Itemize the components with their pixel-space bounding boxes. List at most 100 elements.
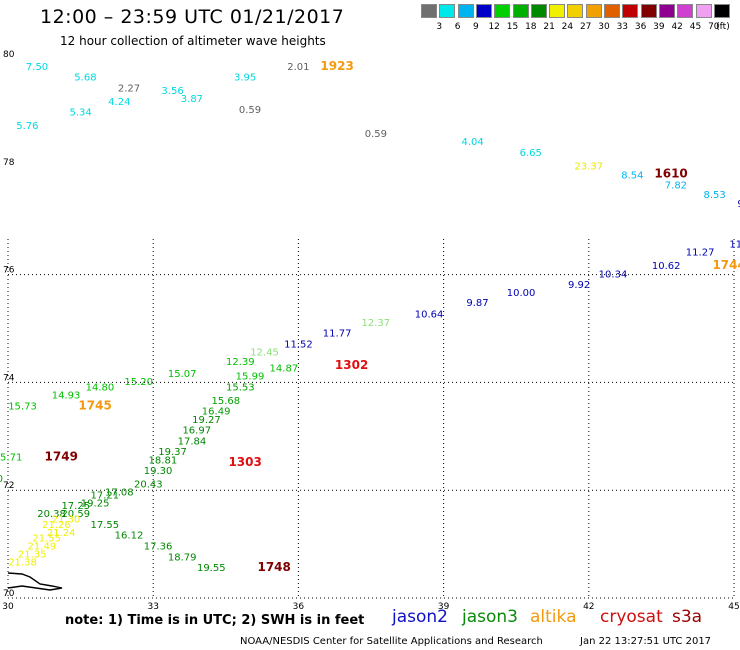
satellite-cryosat-label: cryosat [600, 607, 663, 627]
satellite-jason3-label: jason3 [462, 607, 518, 627]
wave-height-label: 10.00 [507, 288, 536, 299]
wave-height-label: 23.37 [574, 161, 603, 172]
lat-tick-label: 70 [3, 589, 15, 599]
wave-height-label: 19.30 [144, 466, 173, 477]
lon-tick-label: 39 [438, 602, 450, 612]
legend-label: 30 [598, 22, 610, 32]
wave-height-label: 10.62 [652, 261, 681, 272]
wave-height-label: 11.52 [284, 339, 313, 350]
wave-height-label: 19.27 [192, 415, 221, 426]
legend-swatch [567, 4, 584, 18]
wave-height-label: 8.53 [704, 190, 726, 201]
pass-time-label: 1744 [712, 258, 740, 272]
wave-height-label: 15.71 [0, 453, 22, 464]
wave-height-label: 20.43 [134, 480, 163, 491]
pass-time-label: 1745 [78, 398, 111, 412]
wave-height-label: 5.34 [69, 108, 91, 119]
pass-time-label: 1610 [654, 167, 687, 181]
wave-height-label: 18.79 [168, 552, 197, 563]
pass-time-label: 1749 [45, 450, 78, 464]
wave-height-label: 3.87 [181, 94, 203, 105]
legend-label: 39 [653, 22, 665, 32]
satellite-jason2-label: jason2 [392, 607, 448, 627]
legend-label: 42 [671, 22, 683, 32]
legend-swatch [475, 4, 492, 18]
legend-swatch [604, 4, 620, 18]
wave-height-label: 17.84 [178, 436, 207, 447]
wave-height-label: 19.25 [81, 498, 110, 509]
wave-height-label: 10.34 [599, 269, 628, 280]
legend-label: 21 [543, 22, 555, 32]
wave-height-label: 9.87 [466, 298, 488, 309]
wave-height-label: 17.25 [61, 501, 90, 512]
wave-height-label: 2.01 [287, 62, 309, 73]
wave-height-label: 14.80 [86, 382, 115, 393]
wave-height-label: 11.77 [323, 329, 352, 340]
legend-label: 33 [616, 22, 629, 32]
legend-swatch [439, 4, 456, 18]
wave-height-label: 21.30 [52, 515, 81, 526]
wave-height-label: 10.64 [415, 310, 444, 321]
wave-height-label: 17.08 [105, 488, 134, 499]
footer-timestamp: Jan 22 13:27:51 UTC 2017 [580, 636, 712, 647]
wave-height-label: 14.93 [52, 391, 81, 402]
wave-height-label: 16.97 [182, 426, 211, 437]
lon-tick-label: 45 [728, 602, 739, 612]
legend-label: 3 [436, 22, 443, 32]
lat-tick-label: 72 [3, 481, 14, 491]
wave-height-label: 4.04 [462, 137, 484, 148]
coastline [7, 572, 63, 591]
wave-height-label: 20.59 [61, 509, 90, 520]
wave-height-label: 15.07 [168, 369, 197, 380]
wave-height-label: 9.43 [737, 199, 740, 210]
lat-tick-label: 78 [3, 158, 15, 168]
wave-height-label: 15.53 [226, 382, 255, 393]
wave-height-label: 21.35 [18, 550, 47, 561]
wave-height-label: 3.95 [234, 73, 256, 84]
units-note: note: 1) Time is in UTC; 2) SWH is in fe… [65, 613, 365, 628]
legend-label: 27 [579, 22, 592, 32]
legend-label: 6 [454, 22, 461, 32]
wave-height-label: 15.99 [236, 372, 265, 383]
lat-tick-label: 80 [3, 50, 15, 60]
lon-tick-label: 36 [293, 602, 305, 612]
wave-height-label: 17.36 [144, 541, 173, 552]
wave-height-label: 8.54 [621, 171, 643, 182]
wave-height-label: 21.38 [8, 558, 37, 569]
legend-swatch [640, 4, 657, 18]
wave-height-label: 9.92 [568, 280, 590, 291]
satellite-s3a-label: s3a [672, 607, 703, 627]
wave-height-label: 17.21 [90, 490, 119, 501]
wave-height-label: 11.36 [729, 240, 740, 251]
page-title: 12:00 – 23:59 UTC 01/21/2017 [40, 6, 345, 28]
lat-tick-label: 76 [3, 266, 15, 276]
wave-height-label: 16.12 [115, 531, 144, 542]
legend-swatch [457, 4, 474, 18]
legend-label: 18 [525, 22, 537, 32]
legend-label: 15 [506, 22, 519, 32]
legend-swatch [549, 4, 566, 18]
wave-height-label: 14.87 [270, 364, 299, 375]
wave-height-label: 4.24 [108, 97, 130, 108]
legend-swatch [695, 4, 712, 18]
lat-tick-label: 74 [3, 373, 15, 383]
wave-height-label: 21.49 [28, 541, 57, 552]
footer-credit: NOAA/NESDIS Center for Satellite Applica… [240, 636, 543, 647]
page-subtitle: 12 hour collection of altimeter wave hei… [60, 34, 326, 48]
legend-swatch [713, 4, 730, 18]
lon-tick-label: 30 [2, 602, 14, 612]
wave-height-label: 20.38 [37, 509, 66, 520]
wave-height-label: 16.49 [202, 407, 231, 418]
legend-label: 36 [634, 22, 647, 32]
legend-swatch [512, 4, 529, 18]
wave-height-label: 16.40 [0, 474, 3, 485]
wave-height-label: 12.37 [362, 318, 391, 329]
legend-label: 70 [708, 22, 720, 32]
pass-time-label: 1748 [257, 560, 290, 574]
satellite-altika-label: altika [530, 607, 577, 627]
pass-time-label: 1302 [335, 358, 368, 372]
wave-height-label: 5.68 [74, 73, 96, 84]
legend-swatch [658, 4, 675, 18]
wave-height-label: 21.26 [42, 520, 71, 531]
